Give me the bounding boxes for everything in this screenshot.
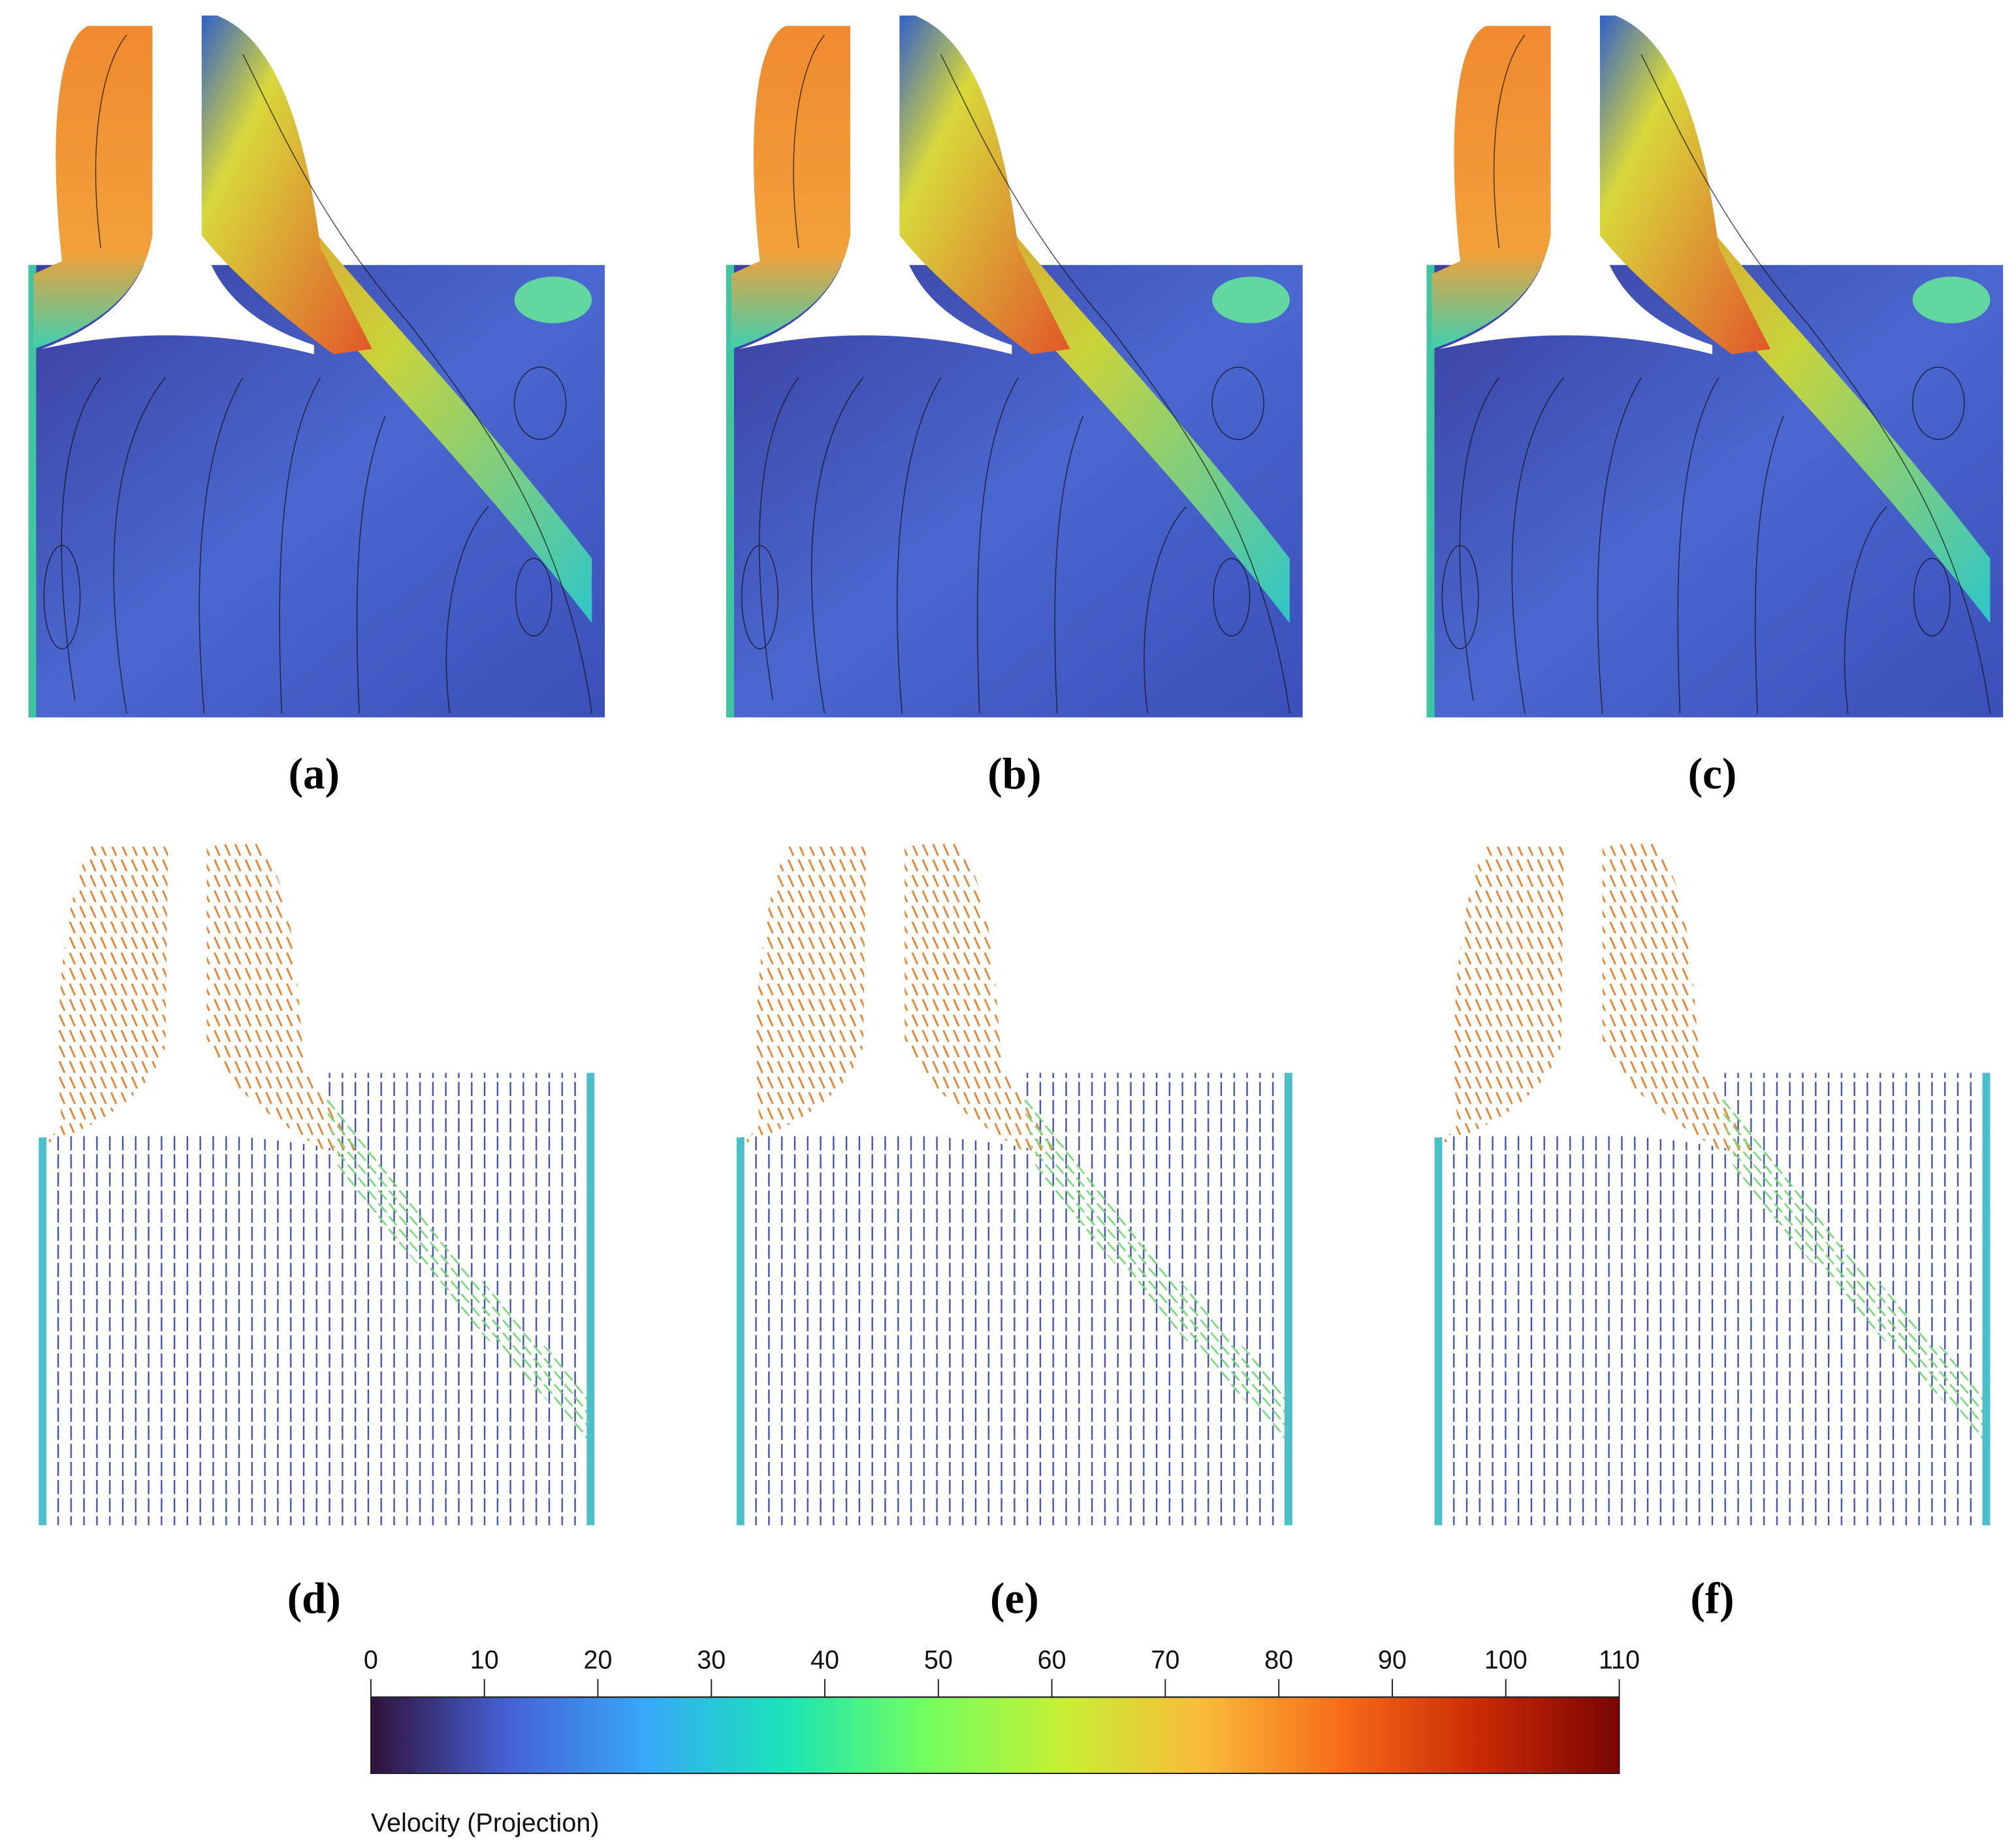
panel-label: (c) (1688, 749, 1737, 798)
panel-label: (b) (987, 749, 1041, 798)
vector-image (1434, 840, 1991, 1526)
vector-image (39, 840, 595, 1526)
tick-label: 100 (1484, 1646, 1528, 1675)
streamline-image (27, 15, 605, 718)
colorbar-fill (370, 1696, 1620, 1775)
panel-label: (a) (289, 749, 340, 798)
streamline-image (1426, 15, 2004, 718)
colorbar: 0 10 20 30 40 50 60 70 80 90 100 110 (364, 1646, 1640, 1775)
tick-label: 60 (1038, 1646, 1066, 1675)
panel-label: (e) (990, 1574, 1039, 1623)
tick-label: 80 (1264, 1646, 1293, 1675)
tick-label: 20 (583, 1646, 612, 1675)
vector-image (736, 840, 1292, 1526)
tick-label: 50 (924, 1646, 953, 1675)
streamline-image (726, 15, 1304, 718)
tick-label: 30 (697, 1646, 726, 1675)
tick-label: 90 (1378, 1646, 1407, 1675)
panel-label: (f) (1690, 1574, 1734, 1623)
panel-label: (d) (287, 1574, 341, 1623)
tick-label: 0 (364, 1646, 378, 1675)
tick-label: 110 (1599, 1646, 1640, 1675)
tick-label: 10 (470, 1646, 499, 1675)
colorbar-label: Velocity (Projection) (371, 1809, 600, 1837)
tick-label: 40 (810, 1646, 839, 1675)
tick-label: 70 (1151, 1646, 1179, 1675)
